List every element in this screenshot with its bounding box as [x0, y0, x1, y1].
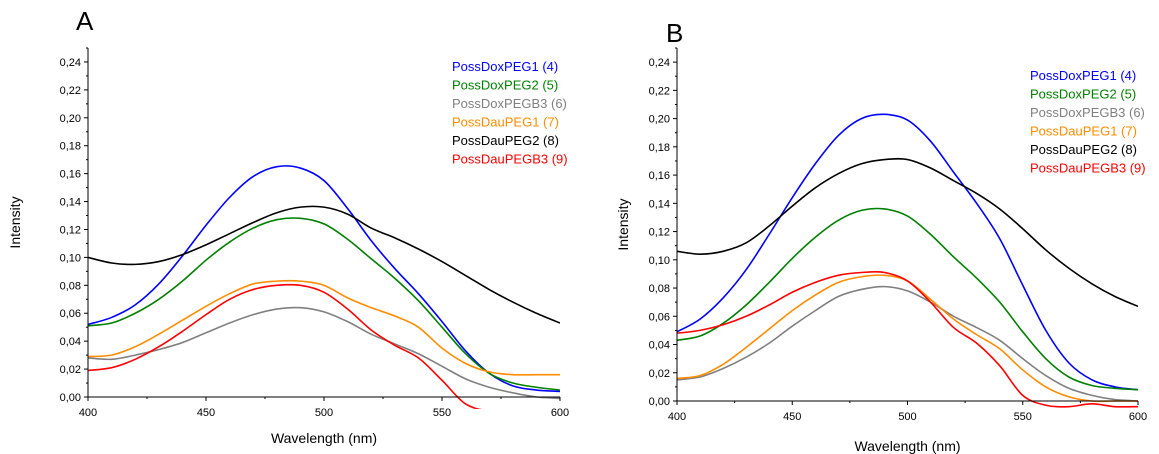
legend: PossDoxPEG1 (4) PossDoxPEG2 (5) PossDoxPEG… — [452, 59, 568, 167]
y-tick-label: 0,22 — [60, 85, 81, 97]
y-tick-label: 0,20 — [60, 113, 81, 125]
y-tick-label: 0,10 — [60, 252, 81, 264]
series-line-5 — [88, 205, 560, 324]
y-tick-label: 0,24 — [649, 57, 670, 69]
y-axis-title: Intensity — [615, 198, 631, 250]
legend-entry: PossDoxPEG1 (4) — [1030, 68, 1136, 83]
y-tick-label: 0,08 — [649, 283, 670, 295]
x-tick-label: 400 — [668, 411, 686, 423]
series-group — [677, 113, 1138, 408]
legend-entry: PossDauPEG2 (8) — [452, 133, 559, 148]
legend-entry: PossDoxPEG2 (5) — [452, 78, 558, 93]
series-line-6 — [88, 283, 483, 409]
y-tick-label: 0,04 — [649, 340, 670, 352]
x-tick-label: 600 — [551, 407, 569, 419]
legend-entry: PossDoxPEGB3 (6) — [452, 96, 567, 111]
y-tick-label: 0,00 — [60, 392, 81, 404]
y-tick-label: 0,12 — [60, 224, 81, 236]
y-tick-label: 0,18 — [649, 142, 670, 154]
x-tick-label: 550 — [433, 407, 451, 419]
y-tick-label: 0,14 — [60, 197, 81, 209]
y-tick-label: 0,18 — [60, 141, 81, 153]
y-tick-label: 0,14 — [649, 198, 670, 210]
x-axis-title: Wavelength (nm) — [271, 430, 377, 446]
series-line-1 — [677, 113, 1138, 391]
series-line-2 — [88, 217, 560, 391]
y-tick-label: 0,00 — [649, 396, 670, 408]
legend-entry: PossDoxPEG1 (4) — [452, 59, 558, 74]
y-tick-label: 0,12 — [649, 227, 670, 239]
x-tick-label: 400 — [79, 407, 97, 419]
legend-entry: PossDauPEG1 (7) — [452, 115, 559, 130]
x-tick-label: 450 — [197, 407, 215, 419]
y-tick-label: 0,20 — [649, 114, 670, 126]
x-axis-title: Wavelength (nm) — [854, 438, 960, 454]
series-line-6 — [677, 270, 1138, 408]
chart-panel-a: 0,00 0,02 0,04 0,06 0,08 0,10 0,12 0,14 0,16 0,18… — [7, 47, 569, 446]
y-tick-label: 0,04 — [60, 336, 81, 348]
legend-entry: PossDauPEGB3 (9) — [1030, 161, 1146, 176]
y-tick-label: 0,02 — [60, 364, 81, 376]
x-tick-label: 500 — [898, 411, 916, 423]
legend-entry: PossDauPEG1 (7) — [1030, 124, 1137, 139]
legend-entry: PossDauPEG2 (8) — [1030, 142, 1137, 157]
series-line-1 — [88, 165, 560, 393]
y-tick-label: 0,16 — [649, 170, 670, 182]
panel-label-b: B — [666, 18, 684, 48]
chart-panel-b: 0,00 0,02 0,04 0,06 0,08 0,10 0,12 0,14 0,16 0,18… — [615, 47, 1147, 454]
legend-entry: PossDoxPEG2 (5) — [1030, 87, 1136, 102]
y-tick-label: 0,06 — [60, 308, 81, 320]
legend-entry: PossDauPEGB3 (9) — [452, 152, 568, 167]
x-tick-label: 600 — [1129, 411, 1147, 423]
y-axis-title: Intensity — [7, 196, 23, 248]
x-tick-label: 550 — [1014, 411, 1032, 423]
series-group — [88, 165, 560, 409]
panel-label-a: A — [76, 6, 94, 36]
series-line-3 — [677, 285, 1138, 402]
y-tick-label: 0,22 — [649, 85, 670, 97]
y-tick-label: 0,10 — [649, 255, 670, 267]
x-tick-label: 450 — [783, 411, 801, 423]
legend: PossDoxPEG1 (4) PossDoxPEG2 (5) PossDoxPEG… — [1030, 68, 1146, 176]
y-tick-label: 0,24 — [60, 57, 81, 69]
legend-entry: PossDoxPEGB3 (6) — [1030, 105, 1145, 120]
series-line-4 — [677, 274, 1138, 403]
series-line-5 — [677, 157, 1138, 308]
series-line-2 — [677, 207, 1138, 391]
y-tick-label: 0,06 — [649, 311, 670, 323]
series-line-3 — [88, 306, 560, 400]
series-line-4 — [88, 279, 560, 376]
y-tick-label: 0,02 — [649, 368, 670, 380]
y-tick-label: 0,08 — [60, 280, 81, 292]
x-tick-label: 500 — [315, 407, 333, 419]
y-tick-label: 0,16 — [60, 169, 81, 181]
